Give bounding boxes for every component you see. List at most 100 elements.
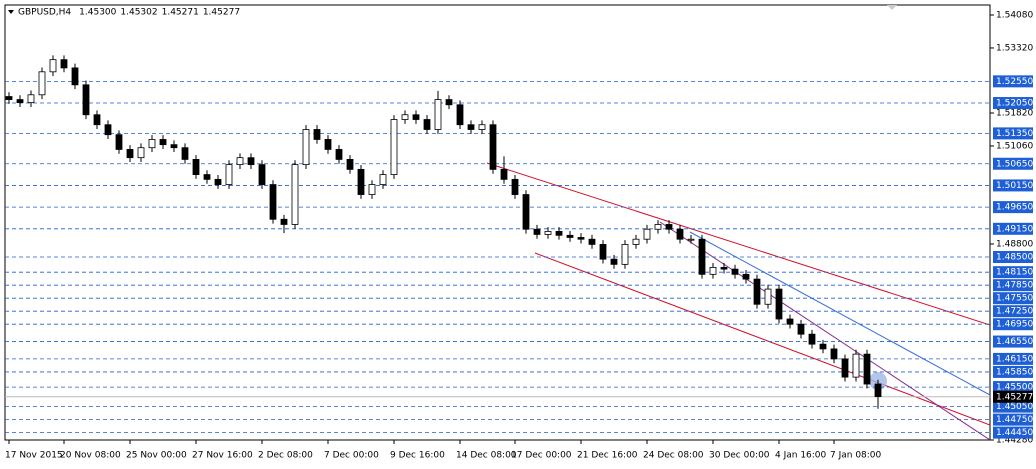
candle-body	[665, 224, 673, 230]
candle-body	[478, 124, 486, 130]
current-price-box	[993, 390, 1033, 403]
level-label: 1.50150	[996, 181, 1033, 191]
x-tick-label: 14 Dec 08:00	[456, 451, 517, 461]
candle-body	[280, 218, 288, 225]
current-price-label: 1.45277	[996, 392, 1033, 402]
level-label-box	[993, 292, 1033, 305]
level-label: 1.46950	[996, 320, 1033, 330]
candle-body	[126, 149, 134, 159]
level-label-box	[993, 97, 1033, 110]
candle-body	[159, 139, 167, 146]
candle-body	[588, 238, 596, 245]
candle-body	[753, 278, 761, 305]
level-label-box	[993, 335, 1033, 348]
candle-body	[203, 174, 211, 180]
y-tick-label: 1.53320	[996, 43, 1033, 53]
candle-body	[599, 244, 607, 260]
candle-body	[71, 67, 79, 86]
candle-body	[489, 124, 497, 170]
candle-body	[511, 178, 519, 195]
level-label: 1.45850	[996, 367, 1033, 377]
candle-body	[368, 184, 376, 195]
candle-body	[687, 238, 695, 241]
candle-body	[49, 59, 57, 73]
candle-body	[742, 273, 750, 280]
level-label: 1.48500	[996, 252, 1033, 262]
candle-body	[412, 114, 420, 120]
y-tick-label: 1.51820	[996, 109, 1033, 119]
candle-body	[544, 231, 552, 235]
level-label: 1.44450	[996, 428, 1033, 438]
level-label-box	[993, 305, 1033, 318]
candle-body	[82, 84, 90, 116]
candle-body	[500, 168, 508, 180]
candle-body	[313, 129, 321, 140]
x-tick-label: 17 Dec 00:00	[511, 451, 572, 461]
level-label: 1.52050	[996, 99, 1033, 109]
x-tick-label: 24 Dec 08:00	[643, 451, 704, 461]
x-tick-label: 25 Nov 00:00	[126, 451, 187, 461]
candle-body	[632, 238, 640, 245]
y-tick-label: 1.48800	[996, 239, 1033, 249]
candle-body	[555, 231, 563, 236]
candle-body	[577, 237, 585, 240]
candle-body	[269, 184, 277, 220]
level-label: 1.46550	[996, 337, 1033, 347]
x-tick-label: 27 Nov 16:00	[192, 451, 253, 461]
candle-body	[346, 159, 354, 170]
symbol-title: GBPUSD,H4	[18, 8, 71, 18]
candle-body	[731, 268, 739, 275]
level-label: 1.48150	[996, 268, 1033, 278]
x-tick-label: 2 Dec 08:00	[258, 451, 313, 461]
channel-upper	[486, 162, 990, 326]
candle-body	[533, 228, 541, 235]
trend-line-blue	[689, 231, 990, 396]
candle-body	[786, 318, 794, 325]
trend-line-purple	[659, 221, 990, 440]
level-label: 1.52550	[996, 77, 1033, 87]
menu-arrow	[8, 10, 14, 14]
candle-body	[104, 124, 112, 136]
level-label: 1.51350	[996, 129, 1033, 139]
header-value: 1.45300	[79, 8, 116, 18]
candle-body	[38, 71, 46, 96]
header-value: 1.45302	[120, 8, 157, 18]
level-label: 1.50650	[996, 159, 1033, 169]
plot-frame	[4, 4, 991, 441]
candle-body	[830, 348, 838, 360]
candle-body	[654, 224, 662, 230]
candle-body	[797, 323, 805, 335]
candle-body	[379, 174, 387, 185]
level-label-box	[993, 413, 1033, 426]
candle-body	[467, 124, 475, 130]
x-tick-label: 21 Dec 16:00	[577, 451, 638, 461]
candle-body	[291, 164, 299, 225]
candle-body	[434, 99, 442, 130]
candle-body	[390, 119, 398, 175]
level-label: 1.46150	[996, 354, 1033, 364]
level-label: 1.49150	[996, 224, 1033, 234]
level-label-box	[993, 127, 1033, 140]
level-label-box	[993, 318, 1033, 331]
candle-body	[137, 147, 145, 159]
x-tick-label: 30 Dec 00:00	[709, 451, 770, 461]
candle-body	[863, 353, 871, 385]
candle-body	[225, 164, 233, 185]
candle-body	[236, 157, 244, 166]
candle-body	[841, 358, 849, 378]
candle-body	[5, 96, 13, 100]
x-tick-label: 9 Dec 16:00	[390, 451, 445, 461]
plot-area	[5, 55, 990, 434]
level-label-box	[993, 75, 1033, 88]
x-tick-label: 17 Nov 2015	[5, 451, 63, 461]
y-tick-label: 1.51060	[996, 141, 1033, 151]
candle-body	[302, 129, 310, 166]
level-label-box	[993, 279, 1033, 292]
level-label: 1.47550	[996, 294, 1033, 304]
candle-body	[720, 266, 728, 270]
candle-body	[16, 99, 24, 104]
level-label-box	[993, 381, 1033, 394]
candle-body	[621, 244, 629, 265]
y-tick-label: 1.54080	[996, 11, 1033, 21]
x-tick-label: 7 Jan 08:00	[830, 451, 882, 461]
